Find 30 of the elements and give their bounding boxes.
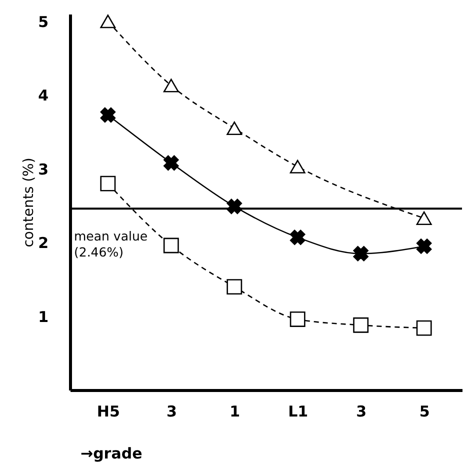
y-tick-label: 3 — [38, 160, 48, 178]
point — [290, 312, 306, 327]
x-tick-label: 5 — [419, 402, 430, 420]
y-tick-label: 1 — [38, 308, 48, 326]
point — [226, 279, 242, 295]
point — [100, 107, 116, 123]
y-tick-label: 2 — [38, 234, 48, 252]
point — [163, 238, 179, 254]
y-tick-label: 5 — [38, 12, 48, 31]
point — [163, 78, 179, 92]
point — [164, 155, 179, 171]
point — [226, 122, 242, 136]
point — [416, 238, 432, 254]
x-tick-label: 3 — [166, 402, 177, 420]
ref-line-label: mean value (2.46%) — [74, 228, 148, 260]
point — [290, 230, 306, 246]
point — [290, 160, 306, 174]
point — [353, 317, 369, 333]
point — [353, 246, 368, 262]
point — [100, 176, 116, 192]
x-axis-title: →grade — [80, 444, 142, 462]
x-tick-label: 3 — [356, 402, 367, 420]
y-tick-label: 4 — [38, 86, 48, 105]
point — [416, 320, 432, 336]
point — [100, 14, 116, 28]
point — [416, 211, 432, 225]
x-tick-label: L1 — [288, 402, 308, 420]
x-tick-label: H5 — [96, 402, 120, 420]
y-axis-title: contents (%) — [21, 158, 38, 248]
x-tick-label: 1 — [230, 402, 240, 420]
